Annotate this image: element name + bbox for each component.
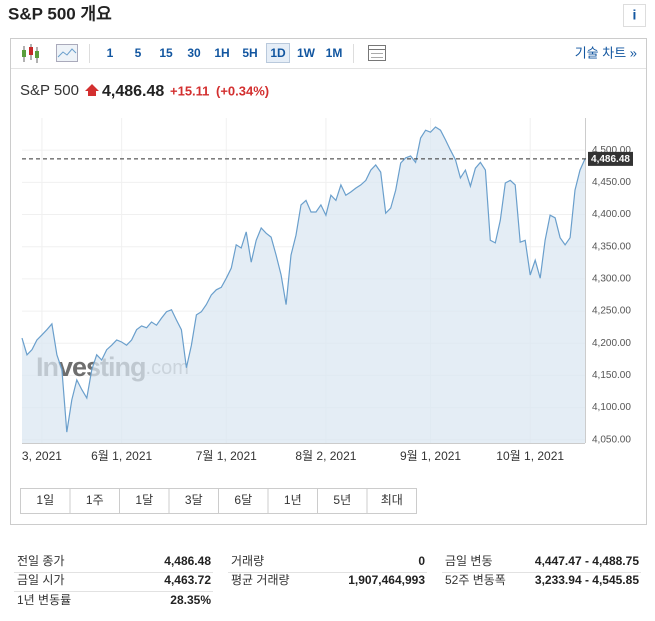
y-tick-label: 4,450.00 xyxy=(592,177,631,188)
stat-value: 0 xyxy=(418,554,425,568)
y-tick-label: 4,150.00 xyxy=(592,370,631,381)
y-tick-label: 4,350.00 xyxy=(592,241,631,252)
stats-table: 전일 종가 4,486.48 금일 시가 4,463.72 1년 변동률 28.35% 거래… xyxy=(14,554,641,607)
info-icon[interactable]: i xyxy=(633,7,637,23)
x-tick-label: 6월 1, 2021 xyxy=(91,449,152,463)
candle-icon[interactable] xyxy=(22,44,39,63)
stat-label: 1년 변동률 xyxy=(17,593,71,607)
range-button[interactable] xyxy=(69,488,120,514)
range-label[interactable]: 1달 xyxy=(135,493,153,507)
stat-label: 금일 시가 xyxy=(17,573,65,587)
range-label[interactable]: 3달 xyxy=(185,493,203,507)
range-label[interactable]: 1년 xyxy=(284,493,302,507)
interval-button[interactable]: 1H xyxy=(214,46,229,60)
interval-button[interactable]: 1W xyxy=(297,46,316,60)
y-tick-label: 4,400.00 xyxy=(592,209,631,220)
interval-button[interactable]: 5H xyxy=(242,46,257,60)
range-label[interactable]: 1주 xyxy=(86,493,104,507)
range-button[interactable] xyxy=(317,488,368,514)
technical-chart-link[interactable]: 기술 차트 » xyxy=(575,45,637,60)
area-icon-line xyxy=(57,48,77,58)
info-button[interactable] xyxy=(623,4,646,27)
table-icon[interactable] xyxy=(368,45,386,61)
interval-button[interactable]: 1M xyxy=(326,46,343,60)
quote-change-pct: (+0.34%) xyxy=(216,83,269,98)
range-buttons: 1일 1주 1달 3달 6달 1년 5년 최대 xyxy=(20,488,417,514)
y-tick-label: 4,200.00 xyxy=(592,338,631,349)
stat-value: 4,463.72 xyxy=(164,573,211,587)
range-button[interactable] xyxy=(119,488,170,514)
range-label[interactable]: 6달 xyxy=(234,493,252,507)
stat-value: 1,907,464,993 xyxy=(348,573,425,587)
range-label[interactable]: 최대 xyxy=(381,493,403,507)
interval-button[interactable]: 5 xyxy=(135,46,142,60)
page-title: S&P 500 개요 xyxy=(8,4,112,23)
interval-button[interactable]: 30 xyxy=(187,46,201,60)
range-button[interactable] xyxy=(168,488,219,514)
last-price-label: 4,486.48 xyxy=(591,154,630,165)
x-tick-label: 3, 2021 xyxy=(22,449,62,463)
area-line xyxy=(21,126,586,433)
interval-button[interactable]: 1 xyxy=(107,46,114,60)
interval-button[interactable]: 1D xyxy=(270,46,286,60)
y-tick-label: 4,500.00 xyxy=(592,145,631,156)
stat-value: 3,233.94 - 4,545.85 xyxy=(535,573,639,587)
x-tick-label: 9월 1, 2021 xyxy=(400,449,461,463)
stat-value: 4,486.48 xyxy=(164,554,211,568)
up-arrow xyxy=(85,84,99,96)
interval-active[interactable] xyxy=(266,43,290,63)
stat-value: 28.35% xyxy=(170,593,211,607)
interval-button[interactable]: 15 xyxy=(159,46,173,60)
stat-label: 52주 변동폭 xyxy=(445,573,506,587)
range-button[interactable] xyxy=(366,488,417,514)
stat-label: 전일 종가 xyxy=(17,554,65,568)
y-tick-label: 4,050.00 xyxy=(592,434,631,445)
quote-name: S&P 500 xyxy=(20,82,79,99)
x-tick-label: 10월 1, 2021 xyxy=(496,449,564,463)
range-label[interactable]: 1일 xyxy=(36,493,54,507)
y-tick-label: 4,250.00 xyxy=(592,306,631,317)
chart: 4,050.00 4,100.00 4,150.00 4,200.00 4,250.00… xyxy=(21,118,633,463)
y-tick-label: 4,300.00 xyxy=(592,274,631,285)
area-icon[interactable] xyxy=(56,44,78,62)
area-fill xyxy=(22,127,585,443)
quote-price: 4,486.48 xyxy=(102,83,164,100)
range-label[interactable]: 5년 xyxy=(333,493,351,507)
last-price-box xyxy=(588,151,633,166)
stat-label: 거래량 xyxy=(231,554,264,568)
quote-change: +15.11 xyxy=(170,83,209,98)
stat-label: 평균 거래량 xyxy=(231,573,290,587)
stat-value: 4,447.47 - 4,488.75 xyxy=(535,554,639,568)
stat-label: 금일 변동 xyxy=(445,554,493,568)
x-tick-label: 8월 2, 2021 xyxy=(295,449,356,463)
range-button[interactable] xyxy=(218,488,269,514)
range-button[interactable] xyxy=(20,488,71,514)
x-tick-label: 7월 1, 2021 xyxy=(196,449,257,463)
y-tick-label: 4,100.00 xyxy=(592,402,631,413)
